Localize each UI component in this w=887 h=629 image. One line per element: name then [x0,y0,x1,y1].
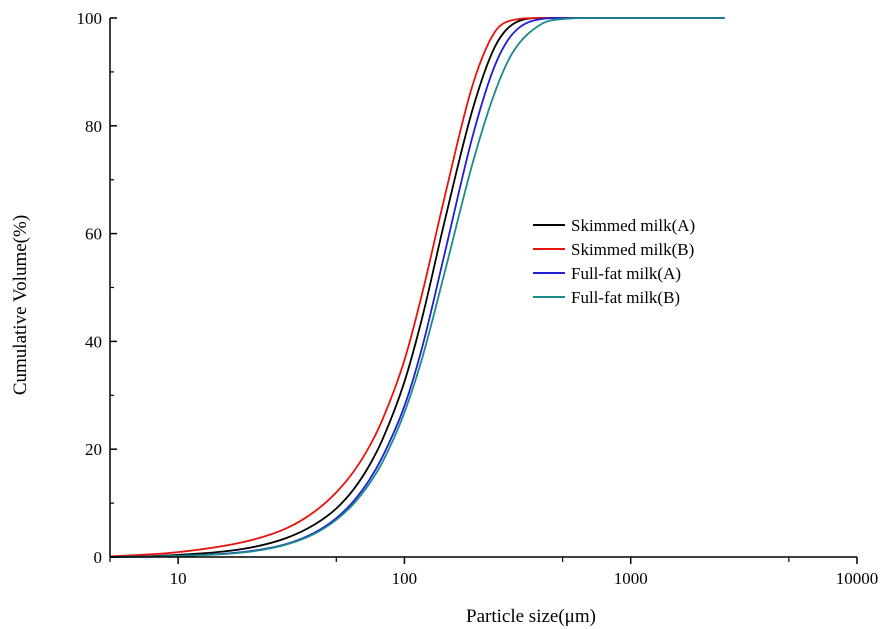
legend-label-3: Full-fat milk(A) [571,264,681,283]
x-tick-label: 100 [392,569,418,588]
legend-label-1: Skimmed milk(A) [571,216,695,235]
y-tick-label: 40 [85,332,102,351]
x-tick-label: 10 [170,569,187,588]
x-axis-label: Particle size(μm) [466,606,596,627]
legend-label-4: Full-fat milk(B) [571,288,680,307]
y-tick-label: 60 [85,225,102,244]
legend: Skimmed milk(A) Skimmed milk(B) Full-fat m… [533,216,695,307]
y-tick-label: 80 [85,117,102,136]
legend-label-2: Skimmed milk(B) [571,240,694,259]
y-axis-label: Cumulative Volume(%) [10,215,31,395]
y-tick-label: 20 [85,440,102,459]
x-tick-label: 1000 [614,569,648,588]
x-tick-label: 10000 [836,569,879,588]
y-tick-label: 100 [77,9,103,28]
y-tick-label: 0 [94,548,103,567]
plot-area [109,17,725,558]
series-line-4 [109,17,725,558]
axes: 0 20 40 60 80 100 10 100 1000 10000 [77,9,879,588]
